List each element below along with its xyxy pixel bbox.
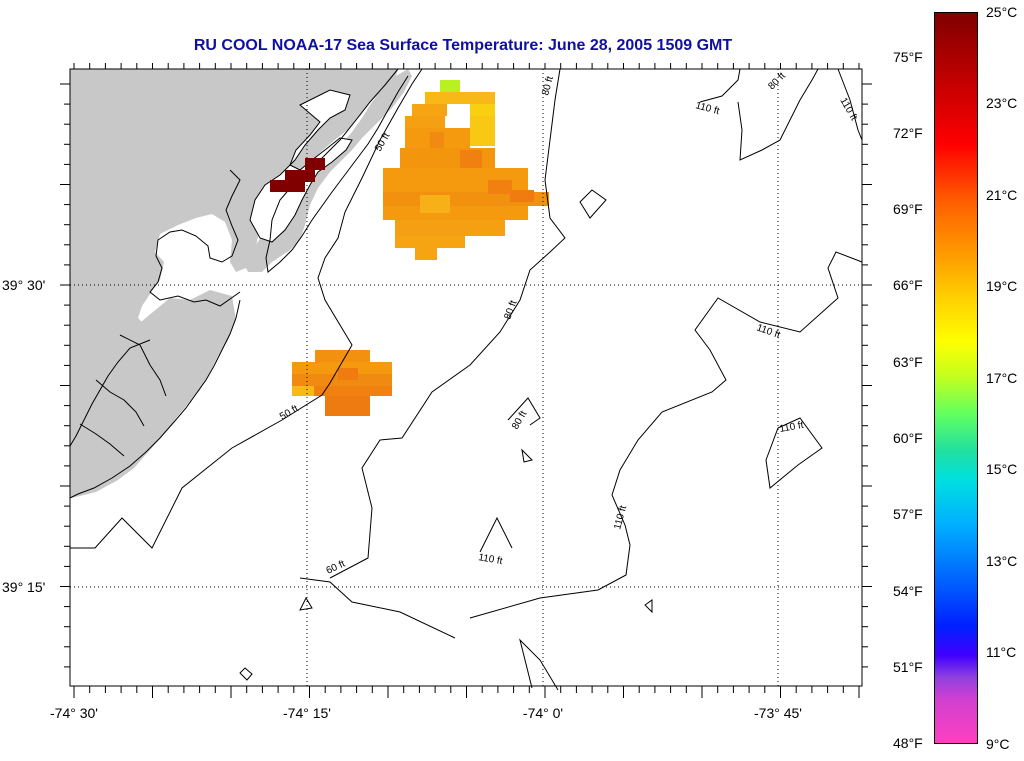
land-south	[70, 290, 236, 498]
colorbar-f-label: 48°F	[893, 735, 923, 751]
contour-label: 80 ft	[540, 75, 556, 97]
coast-line-mid	[149, 169, 241, 307]
colorbar-c-label: 9°C	[986, 736, 1010, 752]
sst-patch-dark	[270, 158, 325, 192]
colorbar-f-label: 51°F	[893, 659, 923, 675]
land-mass	[70, 69, 398, 458]
colorbar-f-label: 54°F	[893, 583, 923, 599]
lat-label: 39° 15'	[2, 579, 46, 595]
sst-patch-north	[383, 80, 549, 260]
colorbar-f-label: 63°F	[893, 354, 923, 370]
colorbar-f-label: 66°F	[893, 277, 923, 293]
colorbar-c-label: 13°C	[986, 553, 1018, 569]
coast-line-south	[69, 299, 241, 499]
colorbar-c-label: 19°C	[986, 278, 1018, 294]
colorbar-c-label: 25°C	[986, 4, 1018, 20]
colorbar-f-label: 72°F	[893, 125, 923, 141]
graticule	[70, 69, 862, 686]
colorbar-f-label: 75°F	[893, 49, 923, 65]
axis-ticks	[60, 63, 872, 698]
depth-contours	[70, 68, 863, 691]
colorbar-f-label: 69°F	[893, 201, 923, 217]
lon-label: -74° 15'	[283, 705, 331, 721]
lon-label: -74° 30'	[50, 705, 98, 721]
contour-label: 110 ft	[477, 552, 503, 567]
colorbar-c-label: 15°C	[986, 461, 1018, 477]
coast-line-north	[265, 68, 409, 273]
temperature-colorbar	[934, 12, 978, 744]
colorbar-c-label: 21°C	[986, 187, 1018, 203]
sst-patch-south	[292, 350, 392, 416]
lon-label: -73° 45'	[754, 705, 802, 721]
colorbar-c-label: 23°C	[986, 95, 1018, 111]
contour-label: 110 ft	[779, 420, 805, 435]
lat-label: 39° 30'	[2, 277, 46, 293]
colorbar-f-label: 57°F	[893, 506, 923, 522]
coast-line-inner	[69, 334, 167, 457]
lon-label: -74° 0'	[522, 705, 564, 721]
colorbar-c-label: 11°C	[986, 644, 1017, 660]
map-title: RU COOL NOAA-17 Sea Surface Temperature:…	[193, 37, 733, 54]
colorbar-c-label: 17°C	[986, 370, 1018, 386]
colorbar-f-label: 60°F	[893, 430, 923, 446]
